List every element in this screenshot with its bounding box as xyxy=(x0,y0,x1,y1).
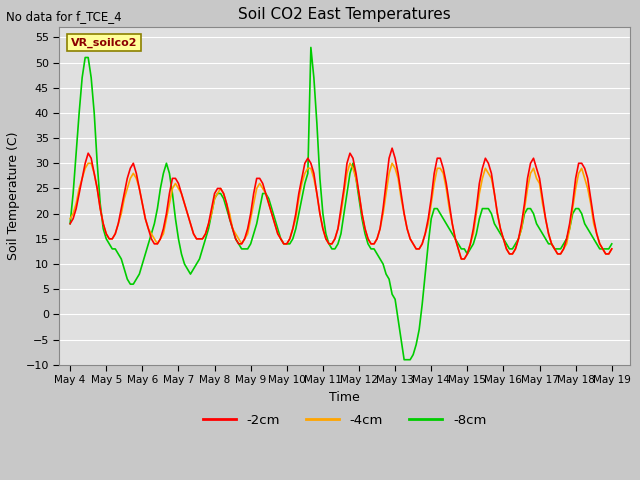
X-axis label: Time: Time xyxy=(329,391,360,404)
Legend: -2cm, -4cm, -8cm: -2cm, -4cm, -8cm xyxy=(198,409,492,432)
Title: Soil CO2 East Temperatures: Soil CO2 East Temperatures xyxy=(238,7,451,22)
Y-axis label: Soil Temperature (C): Soil Temperature (C) xyxy=(7,132,20,260)
Text: VR_soilco2: VR_soilco2 xyxy=(70,37,137,48)
Text: No data for f_TCE_4: No data for f_TCE_4 xyxy=(6,10,122,23)
